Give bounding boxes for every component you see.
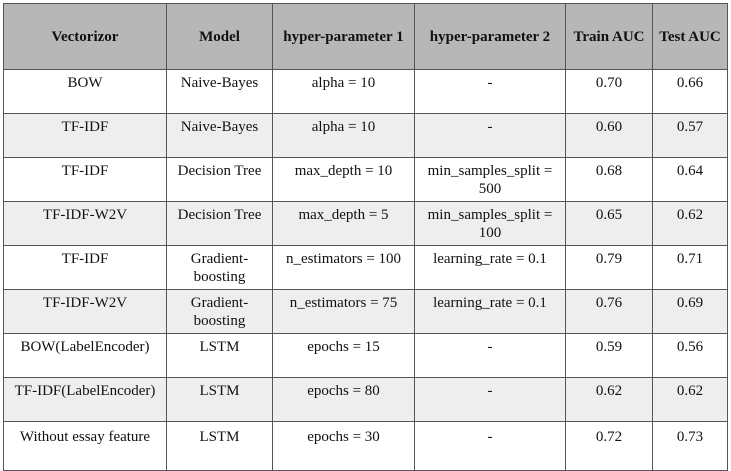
cell-train-auc: 0.65 [565, 201, 653, 246]
cell-hyper-parameter-1: max_depth = 10 [272, 157, 415, 202]
cell-hyper-parameter-1: alpha = 10 [272, 113, 415, 158]
cell-model: LSTM [166, 421, 273, 471]
cell-hyper-parameter-1: epochs = 80 [272, 377, 415, 422]
table-row: TF-IDF-W2V Gradient-boosting n_estimator… [3, 289, 728, 334]
table-row: TF-IDF-W2V Decision Tree max_depth = 5 m… [3, 201, 728, 246]
cell-hyper-parameter-1: epochs = 15 [272, 333, 415, 378]
header-model: Model [166, 3, 273, 70]
cell-hyper-parameter-2: learning_rate = 0.1 [414, 289, 566, 334]
cell-train-auc: 0.60 [565, 113, 653, 158]
cell-model: Naive-Bayes [166, 69, 273, 114]
cell-train-auc: 0.62 [565, 377, 653, 422]
table-row: TF-IDF Decision Tree max_depth = 10 min_… [3, 157, 728, 202]
table-row: TF-IDF Naive-Bayes alpha = 10 - 0.60 0.5… [3, 113, 728, 158]
cell-model: LSTM [166, 333, 273, 378]
cell-test-auc: 0.64 [652, 157, 728, 202]
cell-hyper-parameter-2: - [414, 421, 566, 471]
header-train-auc: Train AUC [565, 3, 653, 70]
cell-hyper-parameter-2: min_samples_split = 500 [414, 157, 566, 202]
cell-hyper-parameter-1: max_depth = 5 [272, 201, 415, 246]
table-row: TF-IDF Gradient-boosting n_estimators = … [3, 245, 728, 290]
cell-model: Decision Tree [166, 157, 273, 202]
cell-model: Decision Tree [166, 201, 273, 246]
cell-vectorizor: BOW(LabelEncoder) [3, 333, 167, 378]
cell-vectorizor: Without essay feature [3, 421, 167, 471]
cell-vectorizor: TF-IDF-W2V [3, 289, 167, 334]
header-test-auc: Test AUC [652, 3, 728, 70]
cell-hyper-parameter-2: min_samples_split = 100 [414, 201, 566, 246]
results-table: Vectorizor Model hyper-parameter 1 hyper… [3, 3, 728, 471]
table-row: Without essay feature LSTM epochs = 30 -… [3, 421, 728, 471]
table-row: BOW Naive-Bayes alpha = 10 - 0.70 0.66 [3, 69, 728, 114]
cell-vectorizor: TF-IDF [3, 245, 167, 290]
cell-train-auc: 0.70 [565, 69, 653, 114]
cell-hyper-parameter-1: alpha = 10 [272, 69, 415, 114]
cell-train-auc: 0.72 [565, 421, 653, 471]
cell-hyper-parameter-1: epochs = 30 [272, 421, 415, 471]
table-row: BOW(LabelEncoder) LSTM epochs = 15 - 0.5… [3, 333, 728, 378]
header-row: Vectorizor Model hyper-parameter 1 hyper… [3, 3, 728, 70]
cell-train-auc: 0.59 [565, 333, 653, 378]
cell-vectorizor: TF-IDF(LabelEncoder) [3, 377, 167, 422]
cell-test-auc: 0.71 [652, 245, 728, 290]
cell-vectorizor: BOW [3, 69, 167, 114]
cell-model: LSTM [166, 377, 273, 422]
cell-vectorizor: TF-IDF [3, 157, 167, 202]
cell-hyper-parameter-2: - [414, 333, 566, 378]
header-hyper-parameter-1: hyper-parameter 1 [272, 3, 415, 70]
header-hyper-parameter-2: hyper-parameter 2 [414, 3, 566, 70]
cell-model: Gradient-boosting [166, 245, 273, 290]
cell-hyper-parameter-2: learning_rate = 0.1 [414, 245, 566, 290]
cell-model: Naive-Bayes [166, 113, 273, 158]
cell-hyper-parameter-2: - [414, 113, 566, 158]
cell-hyper-parameter-2: - [414, 69, 566, 114]
table-row: TF-IDF(LabelEncoder) LSTM epochs = 80 - … [3, 377, 728, 422]
cell-train-auc: 0.79 [565, 245, 653, 290]
cell-test-auc: 0.56 [652, 333, 728, 378]
cell-model: Gradient-boosting [166, 289, 273, 334]
cell-hyper-parameter-2: - [414, 377, 566, 422]
cell-hyper-parameter-1: n_estimators = 100 [272, 245, 415, 290]
cell-test-auc: 0.57 [652, 113, 728, 158]
cell-test-auc: 0.62 [652, 201, 728, 246]
cell-train-auc: 0.76 [565, 289, 653, 334]
cell-test-auc: 0.73 [652, 421, 728, 471]
cell-test-auc: 0.62 [652, 377, 728, 422]
cell-vectorizor: TF-IDF-W2V [3, 201, 167, 246]
cell-test-auc: 0.66 [652, 69, 728, 114]
cell-hyper-parameter-1: n_estimators = 75 [272, 289, 415, 334]
cell-train-auc: 0.68 [565, 157, 653, 202]
cell-test-auc: 0.69 [652, 289, 728, 334]
header-vectorizor: Vectorizor [3, 3, 167, 70]
cell-vectorizor: TF-IDF [3, 113, 167, 158]
